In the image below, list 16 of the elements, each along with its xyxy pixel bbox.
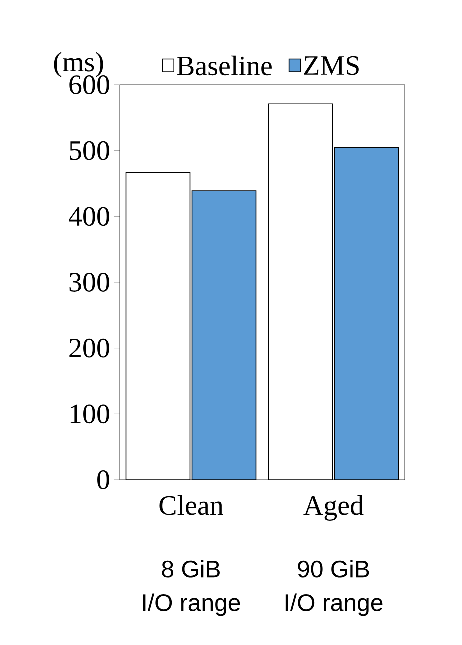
text: I/O range xyxy=(143,594,240,616)
legend-label: ZMS xyxy=(304,56,359,76)
y-tick-label: 200 xyxy=(70,338,110,358)
text: I/O range xyxy=(286,594,383,616)
y-tick-label: 0 xyxy=(98,470,110,490)
y-axis-title: (ms) xyxy=(54,52,104,78)
y-tick-label: 500 xyxy=(70,141,110,160)
text: 8 GiB xyxy=(162,560,220,578)
text: 90 GiB xyxy=(298,560,370,578)
x-tick-label: Aged xyxy=(304,496,364,521)
y-tick-label: 400 xyxy=(69,207,110,226)
y-tick-label: 600 xyxy=(70,76,110,94)
legend-label: Baseline xyxy=(177,56,272,76)
y-tick-label: 300 xyxy=(70,273,110,292)
y-tick-label: 100 xyxy=(70,404,110,424)
x-tick-label: Clean xyxy=(160,496,224,516)
